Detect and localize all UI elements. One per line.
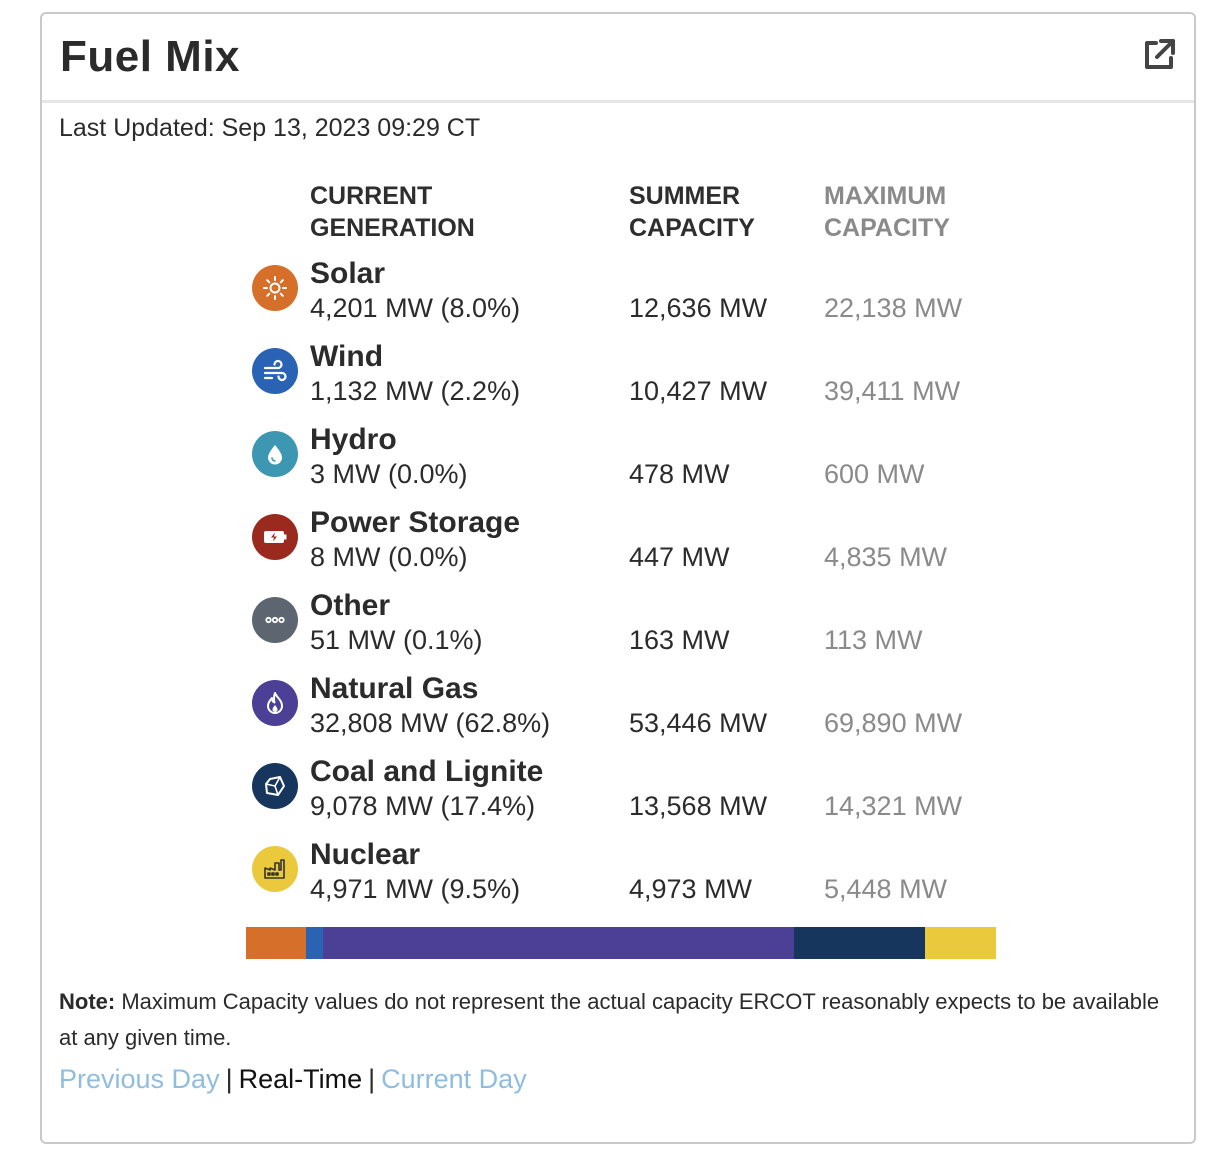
fuel-row: Other 51 MW (0.1%) 163 MW 113 MW <box>252 589 1012 669</box>
maximum-capacity-value: 39,411 MW <box>824 376 961 406</box>
current-generation-value: 51 MW (0.1%) <box>310 625 483 655</box>
power-plant-icon <box>252 846 298 892</box>
last-updated: Last Updated: Sep 13, 2023 09:29 CT <box>59 114 481 142</box>
note-label: Note: <box>59 989 116 1014</box>
maximum-capacity-value: 14,321 MW <box>824 791 963 821</box>
fuel-name: Nuclear <box>310 838 421 871</box>
real-time-link[interactable]: Real-Time <box>238 1064 363 1094</box>
fuel-row: Power Storage 8 MW (0.0%) 447 MW 4,835 MW <box>252 506 1012 586</box>
coal-icon <box>252 763 298 809</box>
card-title: Fuel Mix <box>60 32 241 81</box>
fuel-name: Hydro <box>310 423 397 456</box>
current-generation-value: 4,971 MW (9.5%) <box>310 874 521 904</box>
header-maximum-capacity: MAXIMUM CAPACITY <box>824 180 950 244</box>
header-line: MAXIMUM <box>824 182 947 210</box>
current-generation-value: 3 MW (0.0%) <box>310 459 468 489</box>
wind-icon <box>252 348 298 394</box>
link-separator: | <box>368 1064 376 1094</box>
maximum-capacity-value: 600 MW <box>824 459 925 489</box>
current-generation-value: 8 MW (0.0%) <box>310 542 468 572</box>
note: Note: Maximum Capacity values do not rep… <box>59 984 1169 1056</box>
summer-capacity-value: 12,636 MW <box>629 293 768 323</box>
header-summer-capacity: SUMMER CAPACITY <box>629 180 755 244</box>
summer-capacity-value: 478 MW <box>629 459 730 489</box>
fuel-row: Nuclear 4,971 MW (9.5%) 4,973 MW 5,448 MW <box>252 838 1012 918</box>
mix-bar-segment <box>322 927 795 959</box>
summer-capacity-value: 10,427 MW <box>629 376 768 406</box>
current-generation-value: 1,132 MW (2.2%) <box>310 376 521 406</box>
summer-capacity-value: 447 MW <box>629 542 730 572</box>
current-generation-value: 32,808 MW (62.8%) <box>310 708 551 738</box>
maximum-capacity-value: 5,448 MW <box>824 874 948 904</box>
link-separator: | <box>225 1064 233 1094</box>
note-text: Maximum Capacity values do not represent… <box>59 989 1160 1050</box>
maximum-capacity-value: 113 MW <box>824 625 923 655</box>
fuel-name: Power Storage <box>310 506 521 539</box>
mix-bar-segment <box>924 927 996 959</box>
current-generation-value: 9,078 MW (17.4%) <box>310 791 536 821</box>
fuel-row: Wind 1,132 MW (2.2%) 10,427 MW 39,411 MW <box>252 340 1012 420</box>
battery-icon <box>252 514 298 560</box>
maximum-capacity-value: 69,890 MW <box>824 708 963 738</box>
flame-icon <box>252 680 298 726</box>
view-links: Previous Day | Real-Time | Current Day <box>59 1064 527 1095</box>
summer-capacity-value: 53,446 MW <box>629 708 768 738</box>
header-line: CAPACITY <box>629 214 755 242</box>
header-line: SUMMER <box>629 182 741 210</box>
fuel-name: Solar <box>310 257 386 290</box>
fuel-row: Hydro 3 MW (0.0%) 478 MW 600 MW <box>252 423 1012 503</box>
card-header: Fuel Mix <box>42 14 1194 103</box>
sun-icon <box>252 265 298 311</box>
summer-capacity-value: 163 MW <box>629 625 730 655</box>
summer-capacity-value: 4,973 MW <box>629 874 753 904</box>
maximum-capacity-value: 4,835 MW <box>824 542 948 572</box>
current-generation-value: 4,201 MW (8.0%) <box>310 293 521 323</box>
header-current-generation: CURRENT GENERATION <box>310 180 475 244</box>
fuel-name: Other <box>310 589 391 622</box>
mix-bar-segment <box>246 927 307 959</box>
fuel-row: Coal and Lignite 9,078 MW (17.4%) 13,568 M… <box>252 755 1012 835</box>
fuel-name: Coal and Lignite <box>310 755 544 788</box>
maximum-capacity-value: 22,138 MW <box>824 293 963 323</box>
fuel-row: Solar 4,201 MW (8.0%) 12,636 MW 22,138 MW <box>252 257 1012 337</box>
mix-bar-segment <box>306 927 323 959</box>
header-line: GENERATION <box>310 214 475 242</box>
fuel-name: Wind <box>310 340 384 373</box>
fuel-mix-bar <box>246 927 996 959</box>
ellipsis-icon <box>252 597 298 643</box>
previous-day-link[interactable]: Previous Day <box>59 1064 220 1094</box>
header-line: CAPACITY <box>824 214 950 242</box>
fuel-row: Natural Gas 32,808 MW (62.8%) 53,446 MW 69,… <box>252 672 1012 752</box>
external-link-icon[interactable] <box>1140 36 1178 74</box>
header-line: CURRENT <box>310 182 433 210</box>
water-drop-icon <box>252 431 298 477</box>
mix-bar-segment <box>794 927 925 959</box>
current-day-link[interactable]: Current Day <box>381 1064 527 1094</box>
fuel-mix-card: Fuel Mix Last Updated: Sep 13, 2023 09:2… <box>40 12 1196 1144</box>
summer-capacity-value: 13,568 MW <box>629 791 768 821</box>
fuel-name: Natural Gas <box>310 672 479 705</box>
